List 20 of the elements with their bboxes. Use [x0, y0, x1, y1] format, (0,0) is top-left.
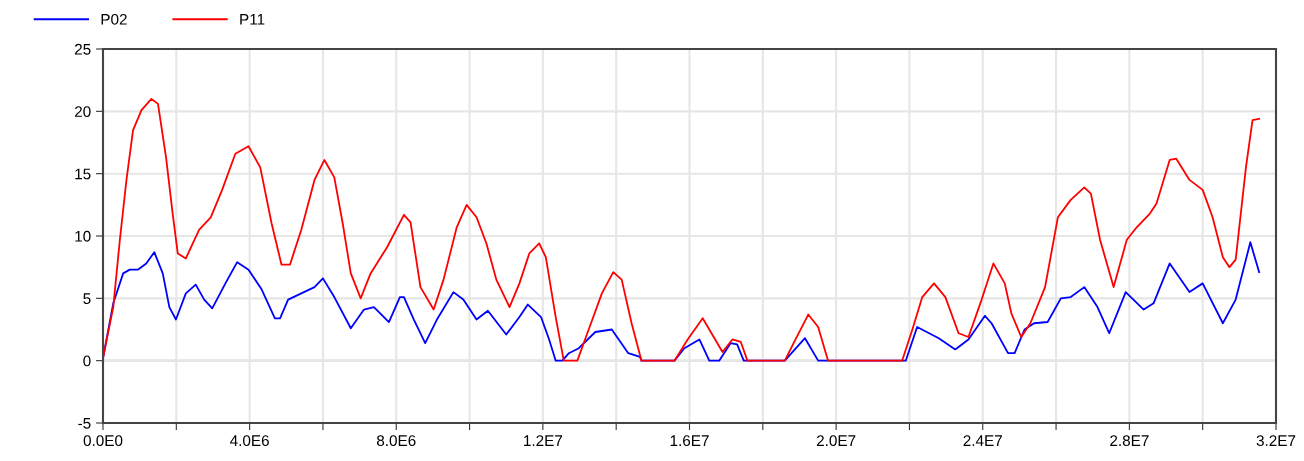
line-series	[103, 241, 1261, 362]
y-tick-label: 10	[75, 230, 91, 242]
x-tick-label: 3.2E7	[1256, 435, 1296, 447]
y-tick-label: 15	[75, 168, 91, 180]
x-tick-label: 4.0E6	[230, 435, 269, 447]
legend-label: P11	[240, 14, 265, 25]
y-tick-label: -5	[78, 418, 91, 429]
y-tick-label: 25	[74, 43, 91, 55]
x-tick-label: 8.0E6	[376, 435, 416, 447]
y-tick-label: 5	[83, 293, 91, 305]
y-tick-label: 20	[74, 106, 91, 118]
legend-label: P02	[101, 13, 127, 25]
y-tick-label: 0	[83, 355, 91, 367]
x-tick-label: 2.0E7	[816, 435, 856, 447]
x-tick-label: 1.2E7	[524, 435, 563, 446]
line-series	[103, 97, 1261, 362]
x-tick-label: 2.4E7	[963, 435, 1002, 446]
x-tick-label: 0.0E0	[83, 435, 123, 447]
x-tick-label: 2.8E7	[1110, 435, 1149, 447]
x-tick-label: 1.6E7	[670, 435, 709, 447]
